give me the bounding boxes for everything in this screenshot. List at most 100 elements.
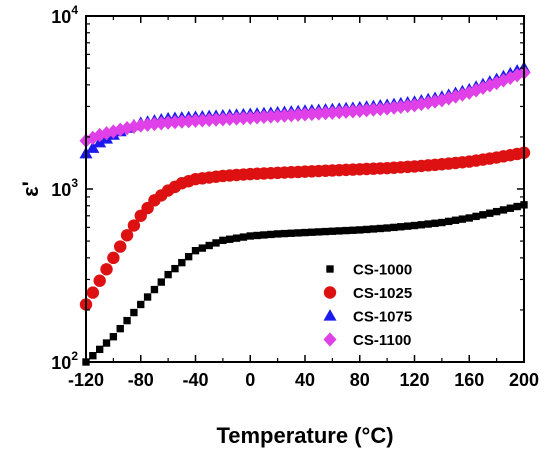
x-tick-label: -80	[128, 370, 154, 390]
data-point	[86, 141, 100, 153]
x-tick-label: 120	[399, 370, 429, 390]
data-point	[130, 308, 138, 317]
data-point	[137, 300, 145, 309]
data-point	[116, 324, 124, 333]
data-point	[93, 274, 106, 287]
data-point	[182, 114, 196, 129]
x-tick-label: -120	[68, 370, 104, 390]
series-CS-1025	[79, 146, 531, 311]
x-tick-label: 0	[245, 370, 255, 390]
data-point	[89, 351, 97, 360]
data-point	[164, 270, 172, 279]
data-point	[230, 111, 244, 126]
plot-frame	[85, 15, 525, 363]
data-point	[141, 117, 155, 132]
x-tick-label: 80	[350, 370, 370, 390]
data-point	[150, 285, 159, 294]
data-point	[390, 223, 398, 232]
data-point	[178, 258, 186, 267]
data-point	[127, 219, 141, 232]
data-point	[298, 107, 312, 122]
data-point	[86, 286, 100, 299]
series-CS-1100	[79, 65, 531, 148]
data-point	[212, 239, 220, 247]
data-point	[219, 236, 227, 245]
y-tick-label: 102	[51, 349, 78, 373]
legend-marker	[323, 309, 337, 321]
legend: CS-1000 CS-1025 CS-1075 CS-1100	[323, 262, 412, 349]
data-point	[171, 264, 179, 273]
data-point	[107, 251, 120, 265]
data-point	[492, 207, 501, 216]
legend-marker	[323, 286, 337, 299]
data-point	[410, 221, 419, 230]
y-tick-label: 103	[51, 176, 78, 200]
data-point	[356, 226, 364, 234]
data-point	[246, 232, 254, 240]
data-point	[513, 202, 521, 211]
x-tick-label: 40	[295, 370, 315, 390]
data-point	[102, 339, 111, 347]
data-point	[376, 224, 384, 233]
data-point	[216, 112, 230, 127]
data-point	[486, 209, 494, 217]
data-point	[120, 229, 134, 242]
data-point	[458, 215, 467, 223]
data-point	[134, 118, 148, 133]
data-point	[287, 229, 295, 237]
data-point	[383, 224, 391, 232]
data-point	[366, 102, 380, 117]
data-point	[424, 220, 432, 228]
data-point	[264, 109, 278, 124]
y-axis-title: ε'	[18, 181, 43, 197]
data-point	[260, 231, 268, 239]
data-point	[280, 229, 289, 238]
plot-marks	[79, 61, 531, 366]
data-point	[362, 225, 371, 234]
x-tick-label: 160	[454, 370, 484, 390]
data-point	[123, 316, 131, 325]
data-point	[232, 234, 241, 242]
data-point	[506, 204, 514, 212]
data-point	[267, 230, 275, 239]
data-point	[301, 228, 309, 237]
series-CS-1000	[82, 201, 528, 366]
data-point	[315, 228, 323, 236]
data-point	[154, 116, 168, 131]
data-point	[223, 111, 237, 127]
data-point	[191, 247, 200, 255]
data-point	[100, 126, 114, 141]
data-point	[342, 226, 350, 235]
x-axis: -120 -80 -40 0 40 80 120 160 200	[68, 16, 539, 390]
data-point	[106, 124, 120, 139]
legend-marker	[326, 265, 334, 273]
data-point	[253, 231, 261, 240]
data-point	[469, 83, 483, 98]
legend-marker	[323, 332, 337, 347]
legend-label: CS-1075	[353, 309, 412, 326]
x-tick-label: -40	[182, 370, 208, 390]
data-point	[445, 217, 453, 226]
legend-label: CS-1025	[353, 285, 412, 302]
data-point	[188, 113, 203, 128]
data-point	[86, 130, 100, 146]
data-point	[209, 112, 223, 127]
data-point	[499, 206, 508, 214]
data-point	[308, 228, 316, 236]
data-point	[479, 211, 487, 219]
legend-label: CS-1000	[353, 262, 412, 279]
data-point	[403, 222, 412, 230]
data-point	[373, 101, 387, 117]
data-point	[236, 111, 250, 126]
data-point	[113, 122, 127, 137]
data-point	[449, 89, 463, 104]
data-point	[273, 230, 282, 238]
data-point	[394, 99, 408, 114]
data-point	[205, 241, 213, 250]
data-point	[161, 115, 175, 130]
x-tick-label: 200	[509, 370, 539, 390]
y-tick-label: 104	[51, 3, 78, 27]
data-point	[147, 116, 161, 132]
data-point	[100, 263, 113, 276]
